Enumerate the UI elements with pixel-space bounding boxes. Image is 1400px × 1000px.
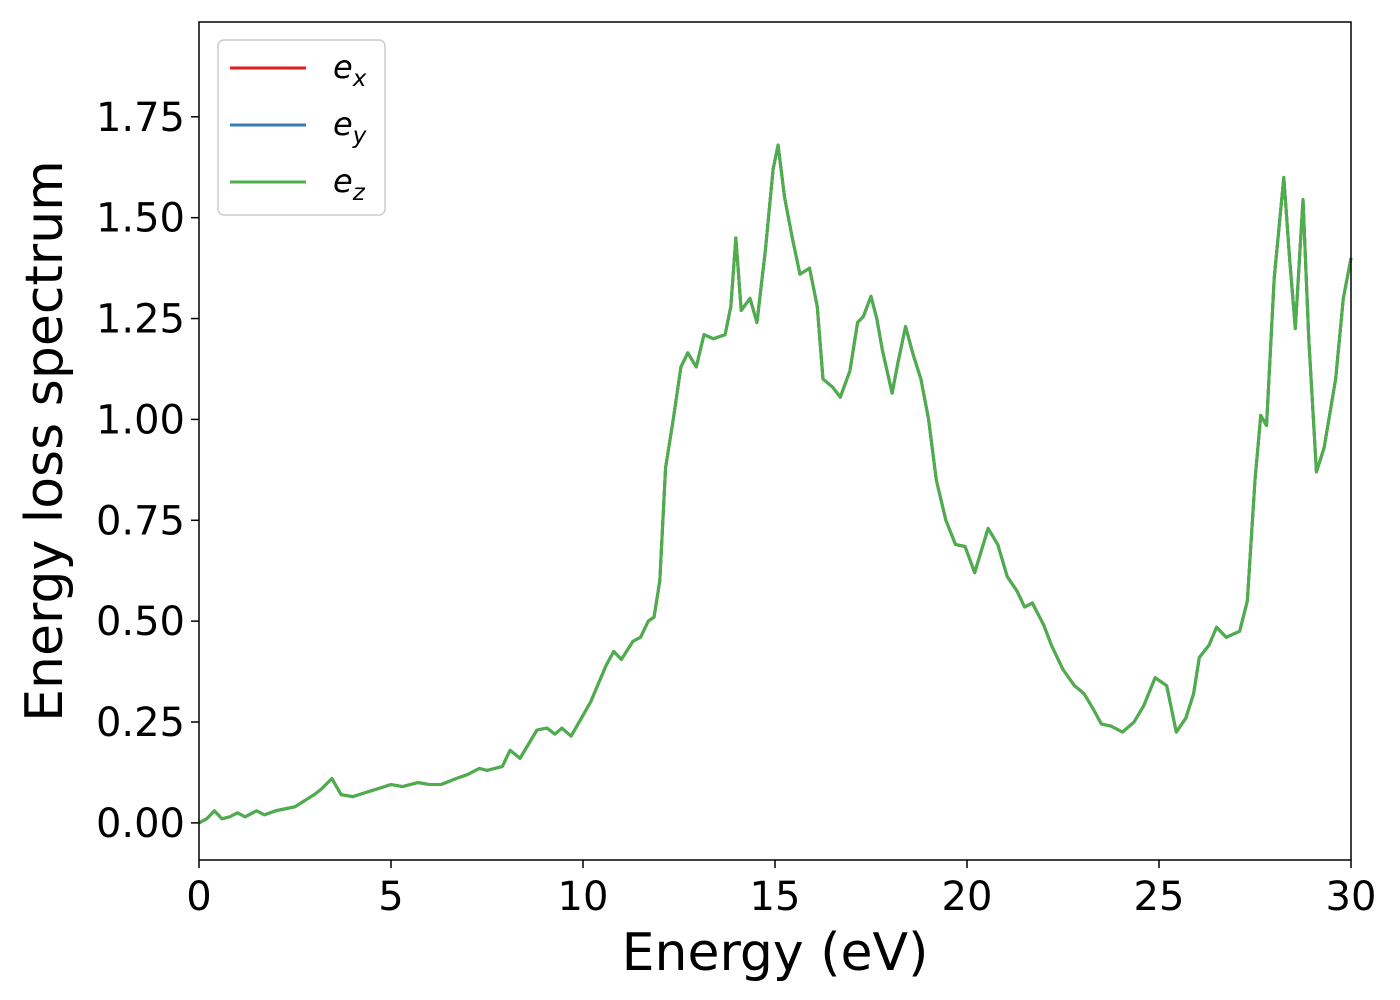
y-tick-label: 1.75 [96, 95, 185, 141]
line-series [198, 143, 1353, 825]
x-axis-label: Energy (eV) [622, 923, 929, 983]
y-tick-label: 0.50 [96, 599, 185, 645]
legend-label: ez [333, 162, 366, 206]
x-tick-label: 15 [750, 874, 801, 920]
x-tick-label: 30 [1326, 874, 1377, 920]
y-tick-label: 1.00 [96, 397, 185, 443]
x-tick-label: 20 [942, 874, 993, 920]
legend-box [217, 39, 386, 216]
y-tick-label: 0.25 [96, 700, 185, 746]
x-tick-label: 10 [558, 874, 609, 920]
x-tick-label: 0 [186, 874, 211, 920]
legend: ex ey ez [217, 39, 386, 216]
legend-label: ex [333, 48, 367, 92]
x-tick-label: 25 [1134, 874, 1185, 920]
y-tick-label: 0.00 [96, 801, 185, 847]
line-series [198, 143, 1353, 825]
plot-frame [198, 21, 1352, 861]
line-series [198, 143, 1353, 825]
y-axis-label: Energy loss spectrum [15, 160, 75, 722]
y-tick-label: 0.75 [96, 498, 185, 544]
x-tick-label: 5 [378, 874, 403, 920]
y-tick-label: 1.25 [96, 297, 185, 343]
legend-label: ey [333, 105, 367, 149]
y-tick-label: 1.50 [96, 196, 185, 242]
